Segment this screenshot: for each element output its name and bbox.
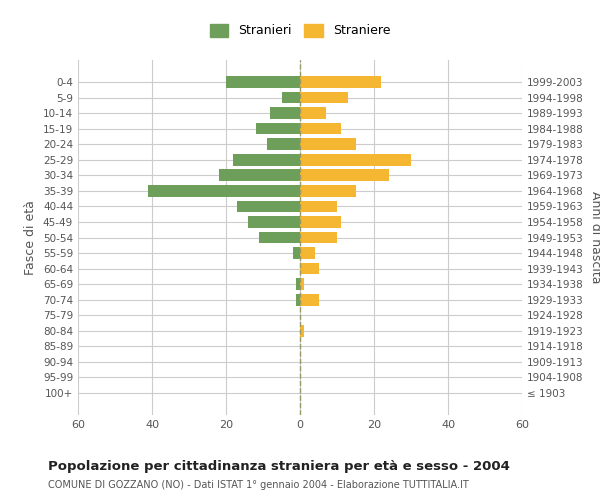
Bar xyxy=(300,247,315,259)
Text: Popolazione per cittadinanza straniera per età e sesso - 2004: Popolazione per cittadinanza straniera p… xyxy=(48,460,510,473)
Y-axis label: Fasce di età: Fasce di età xyxy=(25,200,37,275)
Bar xyxy=(148,185,300,196)
Bar xyxy=(300,232,337,243)
Bar xyxy=(248,216,300,228)
Bar xyxy=(300,263,319,274)
Bar xyxy=(256,123,300,134)
Bar xyxy=(237,200,300,212)
Bar xyxy=(300,325,304,336)
Bar xyxy=(226,76,300,88)
Bar xyxy=(281,92,300,104)
Bar xyxy=(259,232,300,243)
Bar xyxy=(300,138,355,150)
Bar xyxy=(300,107,326,119)
Bar xyxy=(296,278,300,290)
Bar xyxy=(300,200,337,212)
Bar xyxy=(293,247,300,259)
Bar xyxy=(218,170,300,181)
Text: COMUNE DI GOZZANO (NO) - Dati ISTAT 1° gennaio 2004 - Elaborazione TUTTITALIA.IT: COMUNE DI GOZZANO (NO) - Dati ISTAT 1° g… xyxy=(48,480,469,490)
Bar xyxy=(300,123,341,134)
Bar xyxy=(271,107,300,119)
Bar xyxy=(300,185,355,196)
Bar xyxy=(300,278,304,290)
Bar xyxy=(300,170,389,181)
Bar xyxy=(300,92,348,104)
Bar xyxy=(266,138,300,150)
Bar xyxy=(300,154,411,166)
Bar xyxy=(233,154,300,166)
Legend: Stranieri, Straniere: Stranieri, Straniere xyxy=(206,20,394,41)
Y-axis label: Anni di nascita: Anni di nascita xyxy=(589,191,600,284)
Bar xyxy=(296,294,300,306)
Bar xyxy=(300,294,319,306)
Bar xyxy=(300,76,382,88)
Bar xyxy=(300,216,341,228)
